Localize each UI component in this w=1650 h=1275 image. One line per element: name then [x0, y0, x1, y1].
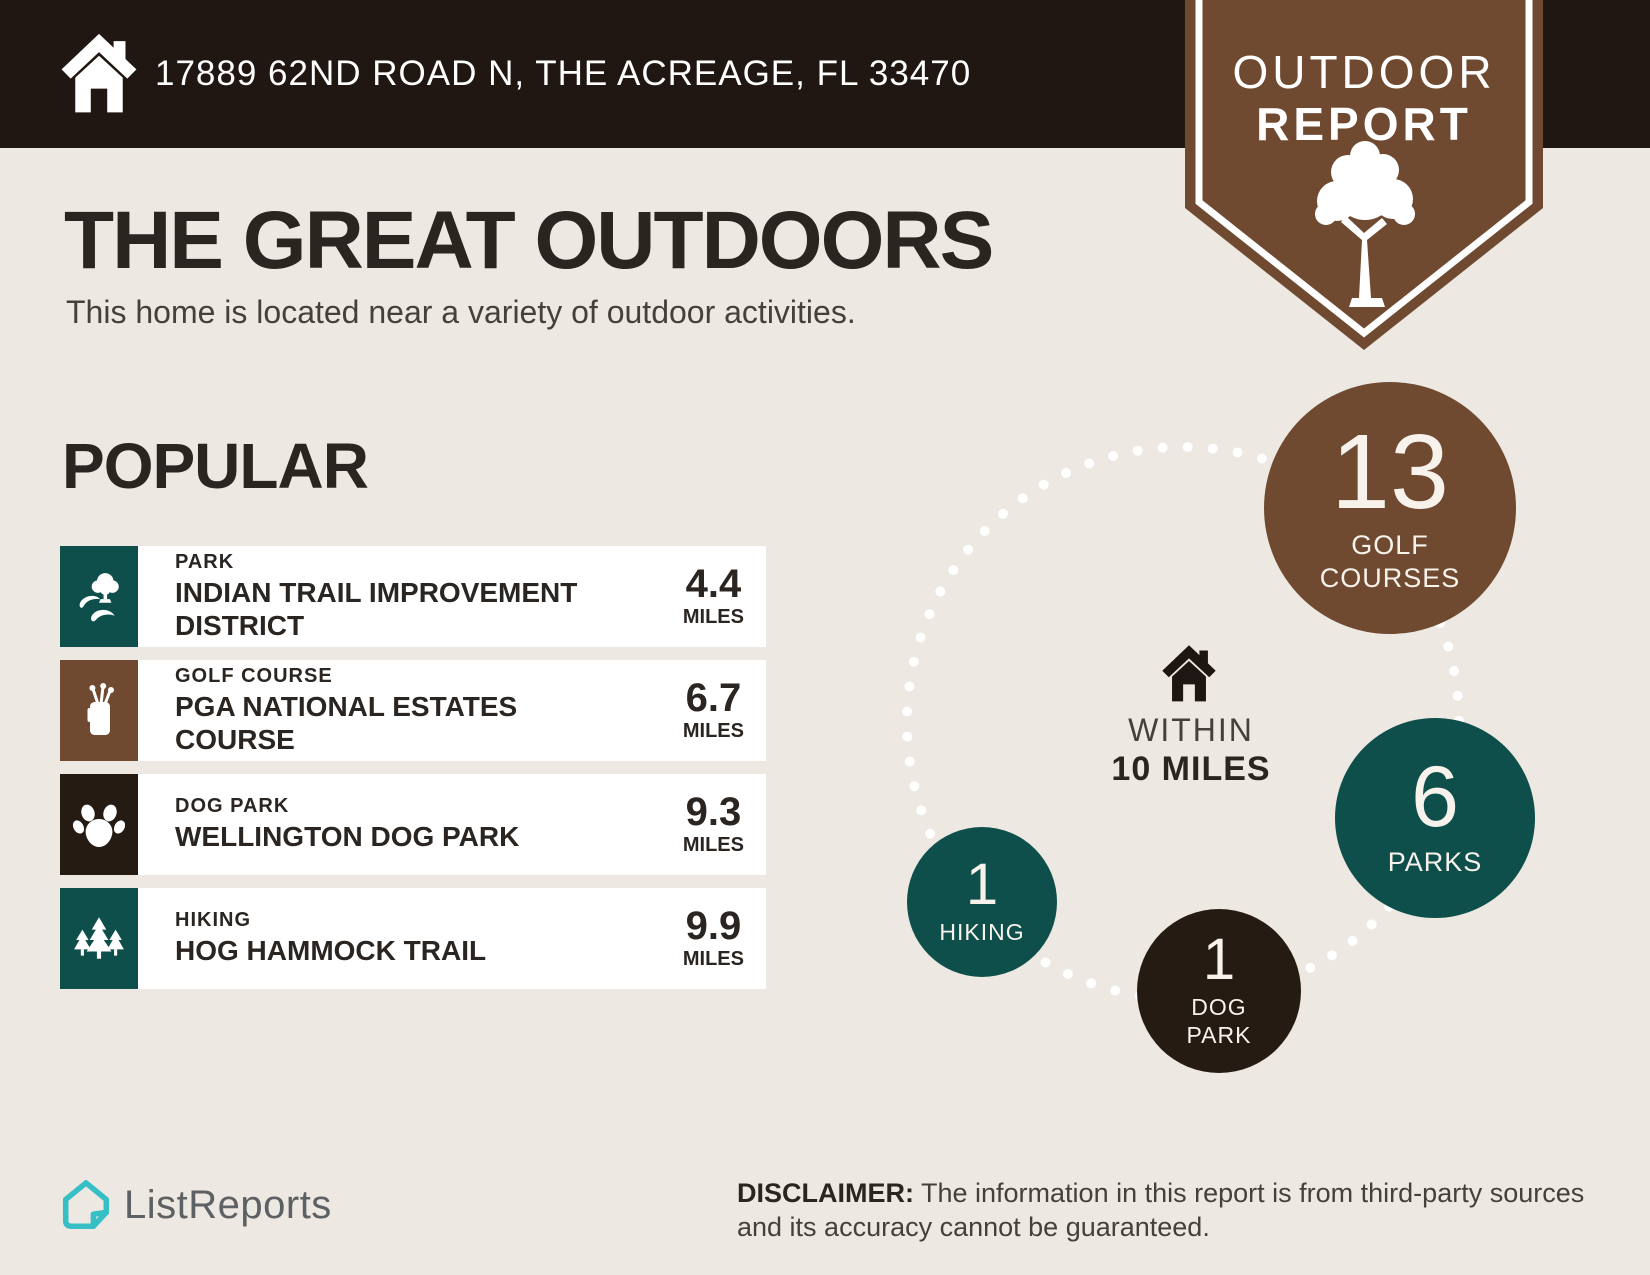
- bubble-hiking: 1 HIKING: [907, 827, 1057, 977]
- distance-unit: MILES: [682, 948, 744, 970]
- badge-line1: OUTDOOR: [1232, 46, 1495, 98]
- bubble-label: PARKS: [1387, 847, 1483, 878]
- disclaimer: DISCLAIMER: The information in this repor…: [737, 1176, 1597, 1244]
- list-item-golf-course: GOLF COURSE PGA NATIONAL ESTATES COURSE …: [60, 660, 766, 761]
- within-label: WITHIN: [1128, 712, 1254, 748]
- home-icon: [61, 33, 137, 113]
- disclaimer-label: DISCLAIMER:: [737, 1178, 914, 1208]
- list-item-park: PARK INDIAN TRAIL IMPROVEMENT DISTRICT 4…: [60, 546, 766, 647]
- tree-icon: [1315, 141, 1415, 307]
- distance-value: 6.7: [685, 676, 742, 720]
- item-distance: 4.4 MILES: [683, 564, 766, 629]
- item-category: PARK: [175, 551, 235, 574]
- page-title: THE GREAT OUTDOORS: [64, 195, 994, 286]
- item-category: HIKING: [175, 909, 251, 932]
- brand-name: ListReports: [124, 1182, 332, 1227]
- bubble-label: GOLF COURSES: [1319, 530, 1461, 593]
- hiking-icon-tile: [60, 888, 138, 989]
- popular-heading: POPULAR: [62, 430, 369, 502]
- bubble-count: 6: [1411, 749, 1459, 846]
- distance-value: 4.4: [685, 562, 742, 606]
- item-distance: 9.3 MILES: [683, 792, 766, 857]
- item-category: DOG PARK: [175, 795, 290, 818]
- list-item-dog-park: DOG PARK WELLINGTON DOG PARK 9.3 MILES: [60, 774, 766, 875]
- park-icon: [79, 572, 119, 621]
- golf-icon-tile: [60, 660, 138, 761]
- golf-bag-icon: [87, 682, 114, 735]
- item-distance: 9.9 MILES: [683, 906, 766, 971]
- distance-value: 9.9: [685, 904, 742, 948]
- bubble-parks: 6 PARKS: [1335, 718, 1535, 918]
- popular-list: PARK INDIAN TRAIL IMPROVEMENT DISTRICT 4…: [60, 546, 766, 1002]
- listreports-brand: ListReports: [62, 1178, 332, 1232]
- park-icon-tile: [60, 546, 138, 647]
- distance-value: 9.3: [685, 790, 742, 834]
- bubble-count: 1: [1202, 927, 1236, 993]
- bubble-dog-park: 1 DOG PARK: [1137, 909, 1301, 1073]
- item-name: INDIAN TRAIL IMPROVEMENT DISTRICT: [175, 577, 578, 641]
- item-distance: 6.7 MILES: [683, 678, 766, 743]
- paw-icon: [73, 804, 125, 847]
- bubble-label: HIKING: [939, 919, 1025, 946]
- radius-label: 10 MILES: [1111, 750, 1271, 788]
- distance-unit: MILES: [682, 834, 744, 856]
- property-address: 17889 62ND ROAD N, THE ACREAGE, FL 33470: [155, 54, 972, 93]
- listreports-logo-icon: [62, 1180, 110, 1229]
- bubble-golf-courses: 13 GOLF COURSES: [1264, 382, 1516, 634]
- bubble-label: DOG PARK: [1186, 994, 1252, 1049]
- page-subtitle: This home is located near a variety of o…: [66, 294, 856, 330]
- bubble-count: 1: [965, 852, 999, 918]
- outdoor-report-badge: OUTDOOR REPORT: [1185, 0, 1543, 350]
- paw-icon-tile: [60, 774, 138, 875]
- item-category: GOLF COURSE: [175, 665, 333, 688]
- list-item-hiking: HIKING HOG HAMMOCK TRAIL 9.9 MILES: [60, 888, 766, 989]
- item-name: WELLINGTON DOG PARK: [175, 821, 520, 853]
- bubble-count: 13: [1331, 412, 1449, 531]
- pine-trees-icon: [74, 916, 124, 959]
- distance-unit: MILES: [682, 720, 744, 742]
- item-name: PGA NATIONAL ESTATES COURSE: [175, 691, 518, 755]
- disclaimer-text: The information in this report is from t…: [737, 1178, 1585, 1242]
- item-name: HOG HAMMOCK TRAIL: [175, 935, 487, 967]
- distance-unit: MILES: [682, 606, 744, 628]
- home-icon: [1162, 645, 1216, 702]
